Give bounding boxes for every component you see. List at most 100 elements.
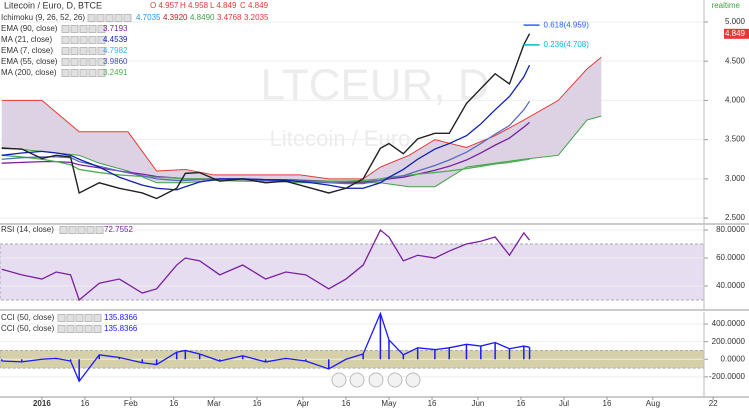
- x-tick-label: May: [381, 399, 396, 408]
- legend-icon: [61, 36, 70, 44]
- legend-icon: [88, 58, 97, 66]
- legend-icon: [61, 58, 70, 66]
- cci-label: CCI (50, close): [1, 324, 55, 333]
- series-line: [1, 229, 531, 302]
- x-tick-label: 16: [169, 399, 178, 408]
- zoom-out[interactable]: [349, 372, 365, 388]
- rsi-label: RSI (14, close): [1, 225, 54, 234]
- rsi-value: 72.7552: [104, 225, 133, 234]
- reset[interactable]: [368, 372, 384, 388]
- legend-icon: [66, 314, 75, 322]
- series-line: [1, 121, 530, 183]
- x-tick-label: 22: [709, 399, 718, 408]
- legend-icon: [57, 325, 66, 333]
- x-tick-label: 2016: [33, 399, 51, 408]
- x-tick-label: Jul: [559, 399, 569, 408]
- x-tick-label: Feb: [124, 399, 138, 408]
- y-tick-label: 3.500: [725, 135, 746, 144]
- legend-icon: [70, 58, 79, 66]
- last-price-box: [724, 28, 749, 39]
- x-tick-label: 16: [342, 399, 351, 408]
- legend-icon: [79, 69, 88, 77]
- x-tick-label: Apr: [297, 399, 310, 408]
- realtime: realtime: [712, 1, 741, 10]
- x-tick-label: 16: [603, 399, 612, 408]
- cci-value: 135.8366: [104, 313, 138, 322]
- indicator-value: 3.9860: [103, 57, 128, 66]
- y-tick-label: 80.0000: [716, 225, 745, 234]
- legend-icon: [97, 69, 106, 77]
- legend-icon: [77, 226, 86, 234]
- indicator-value: 3.4768: [217, 13, 242, 22]
- legend-icon: [79, 36, 88, 44]
- legend-icon: [79, 25, 88, 33]
- legend-icon: [70, 47, 79, 55]
- legend-icon: [75, 325, 84, 333]
- band: [0, 243, 705, 301]
- zoom-in[interactable]: [387, 372, 403, 388]
- legend-icon: [68, 226, 77, 234]
- cci-value: 135.8366: [104, 324, 138, 333]
- legend-icon: [93, 314, 102, 322]
- legend-icon: [57, 314, 66, 322]
- x-tick-label: Jun: [471, 399, 484, 408]
- x-tick-label: Aug: [646, 399, 660, 408]
- indicator-value: 3.2035: [244, 13, 269, 22]
- scroll-controls: [331, 372, 421, 388]
- chart-title: Litecoin / Euro, D, BTCE: [4, 0, 102, 10]
- y-tick-label: 60.0000: [716, 253, 745, 262]
- indicator-value: 4.8490: [190, 13, 215, 22]
- legend-icon: [66, 325, 75, 333]
- indicator-value: 4.3920: [163, 13, 188, 22]
- series-line: [1, 311, 530, 383]
- y-tick-label: 4.000: [725, 96, 746, 105]
- x-tick-label: 16: [428, 399, 437, 408]
- indicator-label: MA (21, close): [1, 35, 52, 44]
- indicator-label: MA (200, close): [1, 68, 57, 77]
- cloud-upper: [1, 56, 602, 180]
- cloud-fill: [1, 57, 602, 187]
- series-line: [1, 64, 531, 191]
- y-tick-label: 4.500: [725, 56, 746, 65]
- fib-label: 0.236(4.708): [544, 40, 590, 49]
- ohlc-value: C 4.849: [240, 1, 269, 10]
- legend-icon: [88, 47, 97, 55]
- legend-icon: [61, 47, 70, 55]
- last-price-label: 4.849: [725, 29, 746, 38]
- indicator-label: EMA (7, close): [1, 46, 53, 55]
- y-tick-label: -200.0000: [709, 372, 746, 381]
- cci-label: CCI (50, close): [1, 313, 55, 322]
- legend-icon: [97, 58, 106, 66]
- watermark: LTCEUR, D: [261, 61, 490, 110]
- legend-icon: [95, 226, 104, 234]
- legend-icon: [79, 47, 88, 55]
- x-tick-label: Mar: [207, 399, 221, 408]
- ohlc-value: H 4.958: [180, 1, 209, 10]
- legend-icon: [123, 14, 132, 22]
- indicator-value: 3.7193: [103, 24, 128, 33]
- x-tick-label: 16: [516, 399, 525, 408]
- indicator-label: EMA (90, close): [1, 24, 58, 33]
- y-tick-label: 3.000: [725, 174, 746, 183]
- legend-icon: [75, 314, 84, 322]
- legend-icon: [86, 226, 95, 234]
- indicator-value: 4.4539: [103, 35, 128, 44]
- legend-icon: [114, 14, 123, 22]
- legend-icon: [59, 226, 68, 234]
- legend-icon: [88, 69, 97, 77]
- scroll-left[interactable]: [331, 372, 347, 388]
- scroll-right[interactable]: [405, 372, 421, 388]
- y-tick-label: 5.000: [725, 17, 746, 26]
- ohlc-value: O 4.957: [150, 1, 179, 10]
- legend-icon: [79, 58, 88, 66]
- legend-icon: [70, 25, 79, 33]
- legend-icon: [84, 325, 93, 333]
- indicator-label: EMA (55, close): [1, 57, 58, 66]
- y-tick-label: 0.0000: [721, 354, 746, 363]
- legend-icon: [87, 14, 96, 22]
- legend-icon: [61, 25, 70, 33]
- y-tick-label: 200.0000: [712, 337, 746, 346]
- legend-icon: [70, 69, 79, 77]
- x-tick-label: 16: [253, 399, 262, 408]
- legend-icon: [88, 36, 97, 44]
